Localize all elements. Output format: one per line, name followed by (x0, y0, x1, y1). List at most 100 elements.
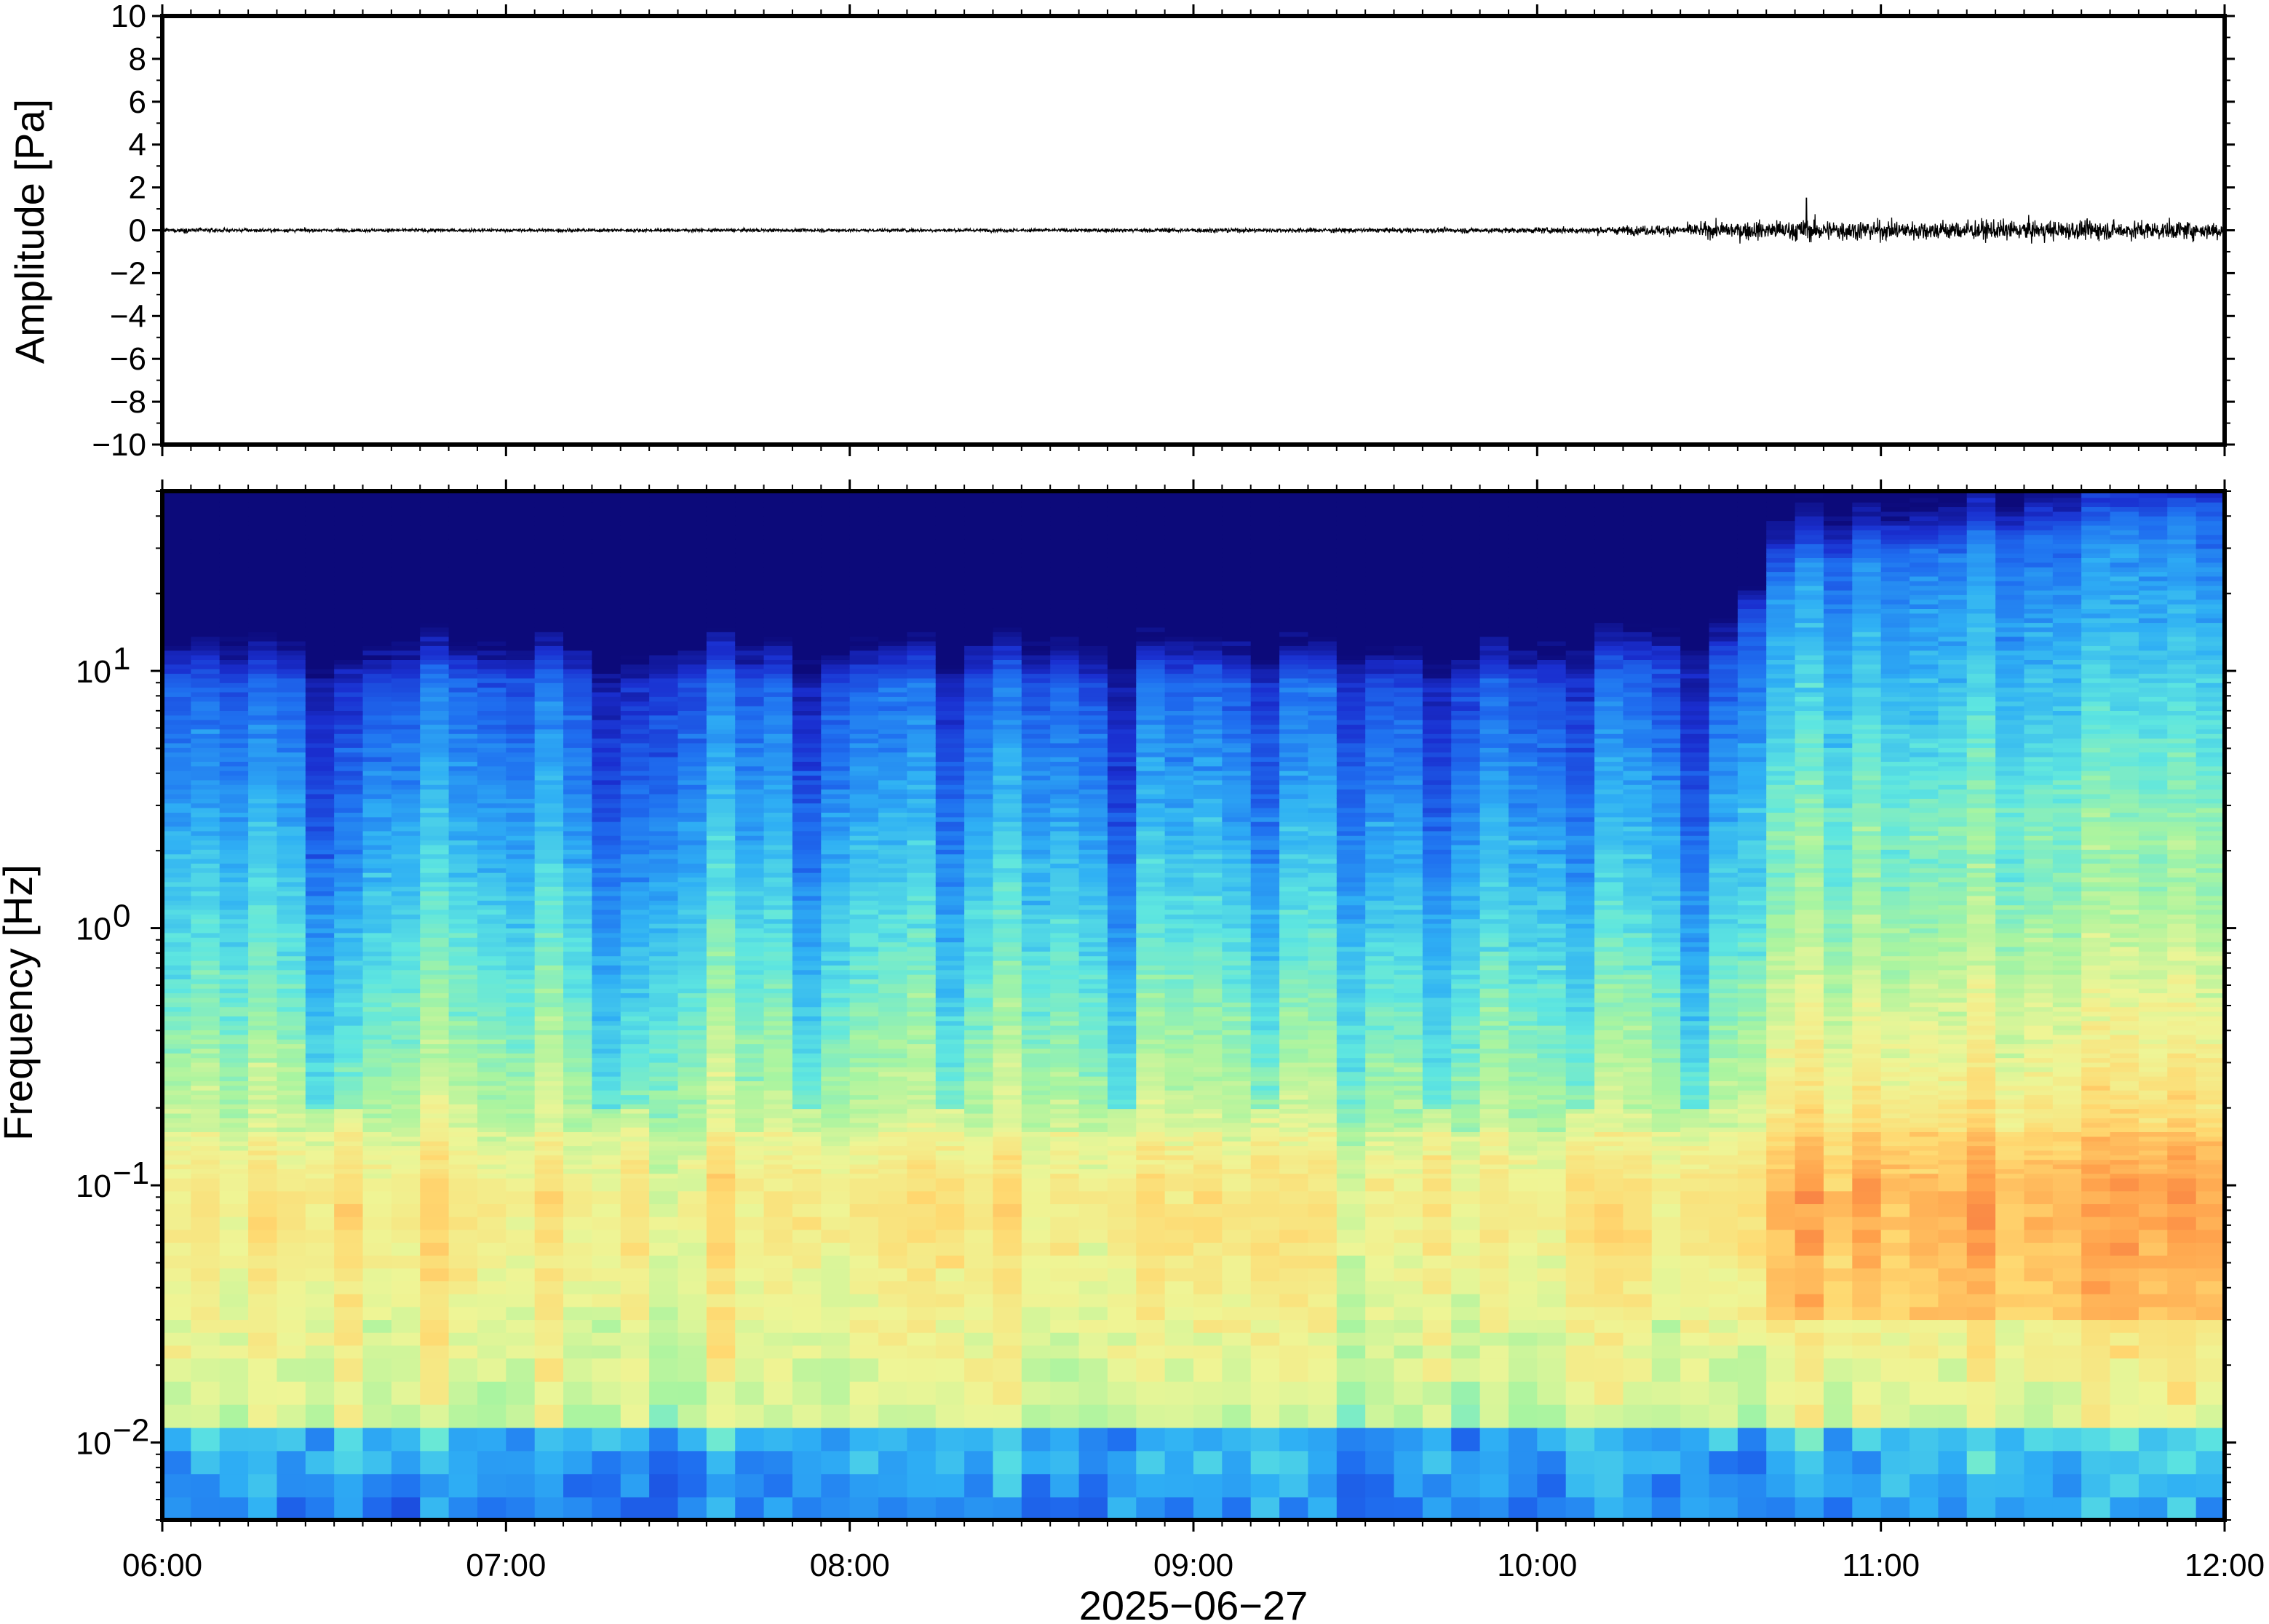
spectrogram-cell (706, 932, 736, 938)
spectrogram-cell (735, 765, 765, 771)
spectrogram-cell (191, 955, 220, 961)
spectrogram-cell (935, 710, 965, 716)
spectrogram-cell (763, 826, 793, 832)
spectrogram-cell (420, 599, 450, 605)
spectrogram-cell (362, 599, 392, 605)
spectrogram-cell (935, 724, 965, 730)
spectrogram-cell (305, 1497, 335, 1521)
spectrogram-cell (735, 719, 765, 725)
spectrogram-cell (849, 687, 879, 693)
spectrogram-cell (592, 816, 621, 822)
spectrogram-cell (248, 701, 278, 706)
spectrogram-cell (506, 538, 536, 544)
spectrogram-cell (620, 1075, 650, 1082)
spectrogram-cell (391, 1293, 421, 1307)
spectrogram-cell (305, 992, 335, 998)
spectrogram-cell (677, 1159, 707, 1165)
spectrogram-cell (763, 520, 793, 526)
spectrogram-cell (248, 979, 278, 984)
spectrogram-cell (448, 617, 478, 624)
spectrogram-cell (191, 821, 220, 827)
spectrogram-cell (391, 1126, 421, 1133)
spectrogram-cell (849, 585, 879, 591)
spectrogram-cell (420, 1140, 450, 1147)
spectrogram-cell (506, 520, 536, 526)
spectrogram-cell (277, 1140, 306, 1147)
spectrogram-cell (821, 1281, 851, 1294)
spectrogram-cell (248, 622, 278, 628)
spectrogram-cell (391, 761, 421, 767)
spectrogram-cell (649, 1177, 679, 1192)
spectrogram-cell (534, 1020, 564, 1026)
spectrogram-cell (420, 617, 450, 624)
spectrogram-cell (334, 955, 364, 961)
spectrogram-cell (219, 812, 249, 818)
spectrogram-cell (649, 1048, 679, 1054)
spectrogram-cell (964, 677, 994, 683)
spectrogram-cell (563, 645, 593, 651)
spectrogram-cell (219, 515, 249, 522)
spectrogram-cell (191, 840, 220, 845)
spectrogram-cell (935, 844, 965, 850)
spectrogram-cell (935, 617, 965, 624)
spectrogram-cell (391, 654, 421, 660)
spectrogram-cell (677, 501, 707, 508)
spectrogram-cell (563, 951, 593, 957)
spectrogram-cell (162, 775, 192, 781)
spectrogram-cell (878, 1122, 908, 1128)
spectrogram-cell (305, 942, 335, 947)
spectrogram-cell (964, 1118, 994, 1123)
spectrogram-cell (677, 742, 707, 748)
spectrogram-cell (248, 525, 278, 530)
spectrogram-cell (534, 1057, 564, 1063)
spectrogram-cell (420, 775, 450, 781)
spectrogram-cell (735, 900, 765, 906)
spectrogram-cell (277, 520, 306, 526)
spectrogram-cell (878, 1155, 908, 1161)
spectrogram-cell (477, 946, 507, 952)
spectrogram-cell (162, 1281, 192, 1294)
spectrogram-cell (592, 900, 621, 906)
spectrogram-cell (277, 673, 306, 679)
spectrogram-cell (706, 798, 736, 804)
spectrogram-cell (792, 603, 822, 609)
spectrogram-cell (677, 747, 707, 753)
spectrogram-cell (506, 979, 536, 984)
spectrogram-cell (706, 872, 736, 878)
spectrogram-cell (563, 715, 593, 720)
spectrogram-cell (964, 1016, 994, 1022)
spectrogram-cell (677, 872, 707, 878)
spectrogram-cell (964, 858, 994, 864)
spectrogram-cell (792, 1075, 822, 1082)
spectrogram-cell (420, 701, 450, 706)
spectrogram-cell (305, 895, 335, 901)
spectrogram-cell (907, 1203, 937, 1217)
spectrogram-cell (391, 960, 421, 966)
spectrogram-cell (592, 677, 621, 683)
spectrogram-cell (763, 710, 793, 716)
spectrogram-cell (592, 867, 621, 873)
spectrogram-cell (162, 626, 192, 632)
spectrogram-cell (878, 1016, 908, 1022)
spectrogram-cell (248, 1108, 278, 1114)
spectrogram-cell (677, 1053, 707, 1059)
spectrogram-cell (993, 1242, 1022, 1256)
spectrogram-cell (162, 798, 192, 804)
spectrogram-cell (821, 581, 851, 586)
spectrogram-cell (563, 779, 593, 785)
spectrogram-cell (792, 571, 822, 577)
spectrogram-cell (420, 895, 450, 901)
spectrogram-cell (735, 733, 765, 739)
spectrogram-cell (935, 1450, 965, 1475)
spectrogram-cell (792, 1345, 822, 1359)
spectrogram-cell (792, 530, 822, 536)
spectrogram-cell (162, 918, 192, 924)
spectrogram-cell (677, 807, 707, 813)
spectrogram-cell (964, 951, 994, 957)
spectrogram-cell (219, 645, 249, 651)
spectrogram-cell (649, 1034, 679, 1040)
spectrogram-cell (935, 775, 965, 781)
spectrogram-cell (649, 844, 679, 850)
spectrogram-cell (334, 1150, 364, 1155)
spectrogram-cell (878, 826, 908, 832)
